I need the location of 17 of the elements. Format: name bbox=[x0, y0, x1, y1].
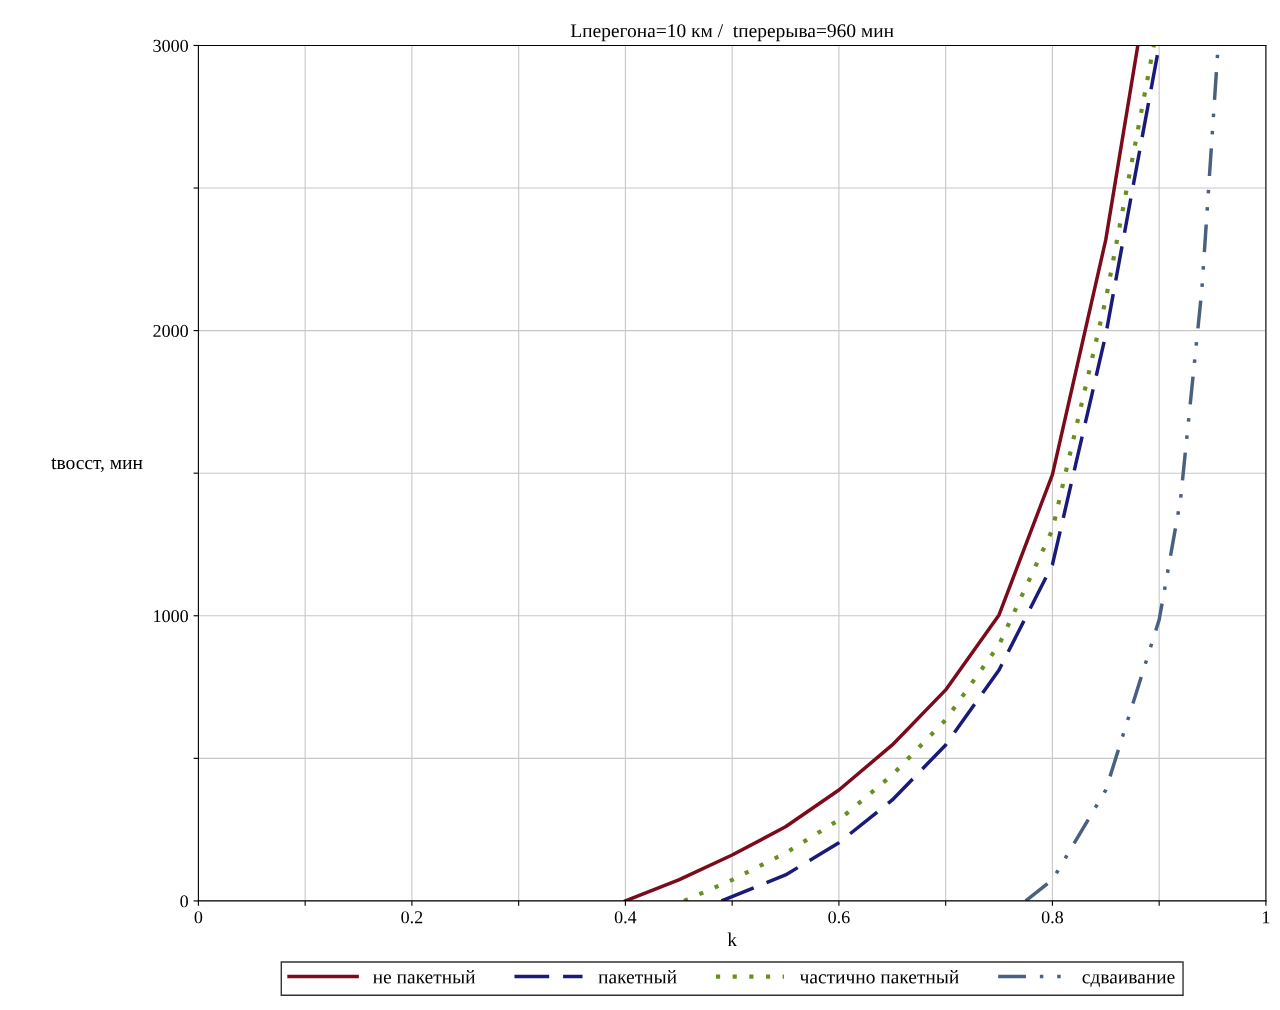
y-tick-label: 2000 bbox=[153, 324, 188, 338]
x-tick-label: 0.2 bbox=[401, 911, 423, 924]
y-tick-label: 0 bbox=[180, 895, 188, 908]
legend-label: пакетный bbox=[598, 970, 677, 984]
chart-title: Lперегона=10 км / tперерыва=960 мин bbox=[570, 24, 894, 42]
x-tick-label: 0.6 bbox=[828, 911, 850, 924]
x-tick-label: 0.8 bbox=[1041, 911, 1064, 924]
x-tick-label: 1 bbox=[1262, 911, 1270, 924]
y-tick-label: 1000 bbox=[154, 610, 188, 623]
y-tick-label: 3000 bbox=[153, 39, 188, 52]
x-tick-label: 0 bbox=[194, 911, 203, 924]
x-axis-title: k bbox=[727, 932, 738, 947]
y-axis-title: tвосст, мин bbox=[51, 458, 143, 473]
x-tick-label: 0.4 bbox=[614, 911, 637, 924]
legend-label: не пакетный bbox=[373, 970, 476, 984]
legend-label: сдваивание bbox=[1082, 974, 1175, 988]
legend-label: частично пакетный bbox=[799, 970, 959, 984]
